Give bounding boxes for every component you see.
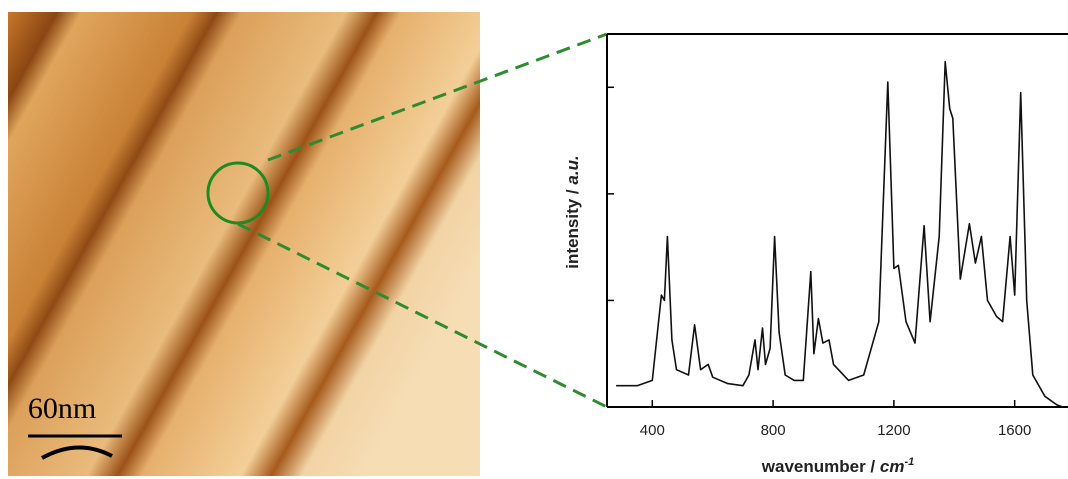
afm-image xyxy=(8,12,480,476)
x-unit-exponent: -1 xyxy=(904,456,914,468)
x-axis-title: wavenumber / cm-1 xyxy=(761,456,914,476)
y-axis-title: intensity / a.u. xyxy=(563,155,582,268)
x-unit: cm xyxy=(880,457,905,476)
x-tick-label: 400 xyxy=(640,422,665,439)
y-label: intensity / xyxy=(563,185,582,269)
x-label: wavenumber / xyxy=(761,457,880,476)
zoom-line xyxy=(267,32,608,162)
x-tick-label: 1600 xyxy=(998,422,1031,439)
spectrum-line xyxy=(616,60,1064,408)
x-tick-label: 800 xyxy=(761,422,786,439)
probe-circle xyxy=(206,161,270,225)
x-tick-label: 1200 xyxy=(877,422,910,439)
zoom-line xyxy=(237,222,608,409)
y-unit: a.u. xyxy=(563,155,582,184)
scale-bar-label: 60nm xyxy=(28,392,96,425)
scale-bar-arc xyxy=(41,445,113,460)
